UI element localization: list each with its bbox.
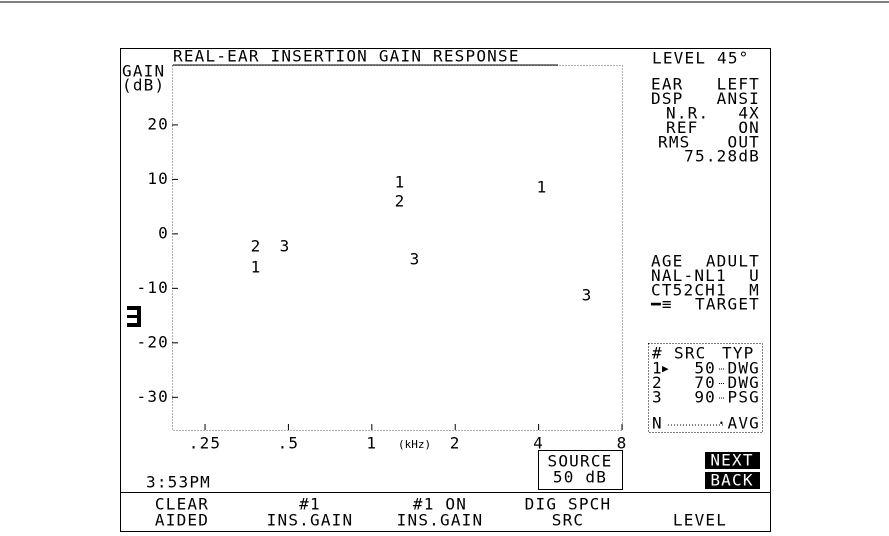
setting-name: DSP [651,89,684,108]
back-label[interactable]: BACK [710,471,753,490]
setting-value: U [749,266,760,285]
y-tick-label: -20 [137,332,170,351]
level-label: LEVEL 45° [652,49,750,68]
curve-label: 3 [280,237,291,256]
legend-avg-num: N [652,414,663,433]
curve-label: 2 [251,237,262,256]
softkey-label[interactable]: INS.GAIN [267,511,354,530]
legend-typ: DWG [728,373,761,392]
setting-name: REF [666,118,699,137]
target-legend-name: TARGET [695,295,760,314]
x-tick-label: 8 [617,434,628,453]
setting-name: NAL-NL1 [651,266,727,285]
back-button[interactable] [705,472,760,489]
x-unit: (kHz) [398,438,431,451]
y-tick-label: 10 [147,169,169,188]
softkey-label[interactable]: #1 [299,495,321,514]
softkey-label[interactable]: CLEAR [155,495,209,514]
setting-value: ANSI [717,89,760,108]
plot-area [172,65,623,431]
y-tick-label: -10 [137,278,170,297]
setting-value: LEFT [717,75,760,94]
curve-label: 1 [395,173,406,192]
legend-num: 3 [652,388,663,407]
frame [120,48,771,532]
y-tick-label: 20 [147,114,169,133]
legend-src: 50 [694,359,716,378]
f-icon [127,306,141,327]
chart-title: REAL-EAR INSERTION GAIN RESPONSE [173,47,520,66]
next-label[interactable]: NEXT [710,451,753,470]
legend-header: # [652,344,663,363]
setting-value: M [749,281,760,300]
curve-label: 2 [395,192,406,211]
x-tick-label: 4 [533,434,544,453]
setting-name: CT52CH1 [651,281,727,300]
setting-name: AGE [651,252,684,271]
softkey-label[interactable]: SRC [552,511,585,530]
legend-avg-typ: ·AVG [717,414,760,433]
legend-table-box [648,343,763,433]
curve-label: 3 [582,286,593,305]
source-box [538,450,623,490]
legend-num: 2 [652,373,663,392]
curve-label: 1 [537,178,548,197]
softkey-label[interactable]: #1 ON [413,495,467,514]
rms-value: 75.28dB [684,147,760,166]
source-label: SOURCE [548,452,613,471]
x-tick-label: 1 [366,434,377,453]
y-tick-label: 0 [158,223,169,242]
legend-marker: ▶ [662,362,669,375]
setting-name: RMS [658,133,691,152]
softkey-label[interactable]: INS.GAIN [397,511,484,530]
softkey-label[interactable]: DIG SPCH [525,495,612,514]
curve-label: 3 [410,250,421,269]
legend-src: 90 [694,388,716,407]
y-label: GAIN [122,62,165,81]
x-tick-label: .5 [278,434,300,453]
legend-num: 1 [652,359,663,378]
next-button[interactable] [705,452,760,469]
legend-typ: DWG [728,359,761,378]
softkey-label[interactable]: AIDED [155,511,209,530]
curve-label: 1 [251,258,262,277]
source-value: 50 dB [553,468,607,487]
setting-name: N.R. [666,104,709,123]
setting-value: ADULT [706,252,760,271]
softkey-label[interactable]: LEVEL [673,511,727,530]
x-tick-label: 2 [450,434,461,453]
legend-header: SRC [674,344,707,363]
setting-value: ON [738,118,760,137]
legend-typ: PSG [728,388,761,407]
x-tick-label: .25 [189,434,222,453]
clock: 3:53PM [146,473,211,492]
setting-value: OUT [728,133,761,152]
setting-name: EAR [651,75,684,94]
legend-header: TYP [722,344,755,363]
y-unit: (dB) [122,76,165,95]
legend-src: 70 [694,373,716,392]
target-legend-mark: ━≡ [650,295,673,314]
y-tick-label: -30 [137,387,170,406]
setting-value: 4X [738,104,760,123]
